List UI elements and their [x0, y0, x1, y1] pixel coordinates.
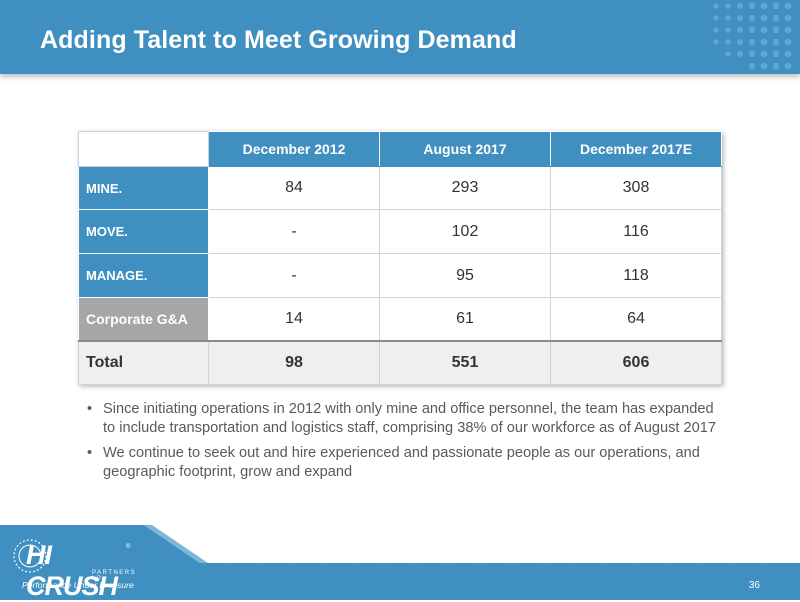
table-cell: 64	[550, 297, 722, 342]
bullet-dot-icon: •	[87, 445, 93, 462]
row-header: MANAGE.	[78, 253, 209, 298]
bullet-text: We continue to seek out and hire experie…	[103, 445, 700, 480]
page-number: 36	[748, 580, 760, 591]
total-cell: 606	[550, 340, 722, 385]
table-cell: 95	[379, 253, 551, 298]
table-row: MANAGE. - 95 118	[78, 253, 722, 298]
table-cell: -	[208, 253, 380, 298]
logo-wordmark: HI CRUSH	[26, 540, 118, 601]
table-cell: 293	[379, 166, 551, 210]
total-cell: 98	[208, 340, 380, 385]
logo-trademark: ®	[126, 544, 131, 550]
column-header: December 2012	[208, 131, 380, 167]
bullet-item: • Since initiating operations in 2012 wi…	[87, 400, 727, 437]
headcount-table: December 2012 August 2017 December 2017E…	[78, 131, 722, 385]
table-row: MOVE. - 102 116	[78, 209, 722, 254]
table-row: Corporate G&A 14 61 64	[78, 297, 722, 342]
logo-emblem-icon	[13, 539, 47, 573]
table-row: MINE. 84 293 308	[78, 166, 722, 210]
footer-dotted-line	[202, 564, 794, 567]
table-total-row: Total 98 551 606	[78, 340, 722, 385]
company-logo: HI CRUSH ® PARTNERS LP Performance Under…	[10, 536, 140, 601]
table-cell: 84	[208, 166, 380, 210]
total-cell: 551	[379, 340, 551, 385]
column-header: August 2017	[379, 131, 551, 167]
footer-band	[0, 525, 800, 600]
slide-title: Adding Talent to Meet Growing Demand	[40, 26, 517, 54]
table-header-row: December 2012 August 2017 December 2017E	[78, 131, 722, 167]
column-header: December 2017E	[550, 131, 722, 167]
bullet-text: Since initiating operations in 2012 with…	[103, 401, 717, 436]
bullet-list: • Since initiating operations in 2012 wi…	[87, 400, 727, 488]
table-cell: 118	[550, 253, 722, 298]
row-header: MINE.	[78, 166, 209, 210]
table-cell: 308	[550, 166, 722, 210]
bullet-item: • We continue to seek out and hire exper…	[87, 444, 727, 481]
slide-header: Adding Talent to Meet Growing Demand	[0, 0, 800, 74]
table-cell: 14	[208, 297, 380, 342]
table-cell: 116	[550, 209, 722, 254]
table-cell: 61	[379, 297, 551, 342]
decorative-dots-icon	[713, 2, 792, 70]
logo-tagline: Performance Under Pressure	[22, 580, 134, 590]
logo-subtitle: PARTNERS LP	[92, 570, 137, 582]
table-cell: -	[208, 209, 380, 254]
table-corner-cell	[78, 131, 209, 167]
table-cell: 102	[379, 209, 551, 254]
total-label: Total	[78, 340, 209, 385]
bullet-dot-icon: •	[87, 401, 93, 417]
row-header: MOVE.	[78, 209, 209, 254]
row-header: Corporate G&A	[78, 297, 209, 342]
